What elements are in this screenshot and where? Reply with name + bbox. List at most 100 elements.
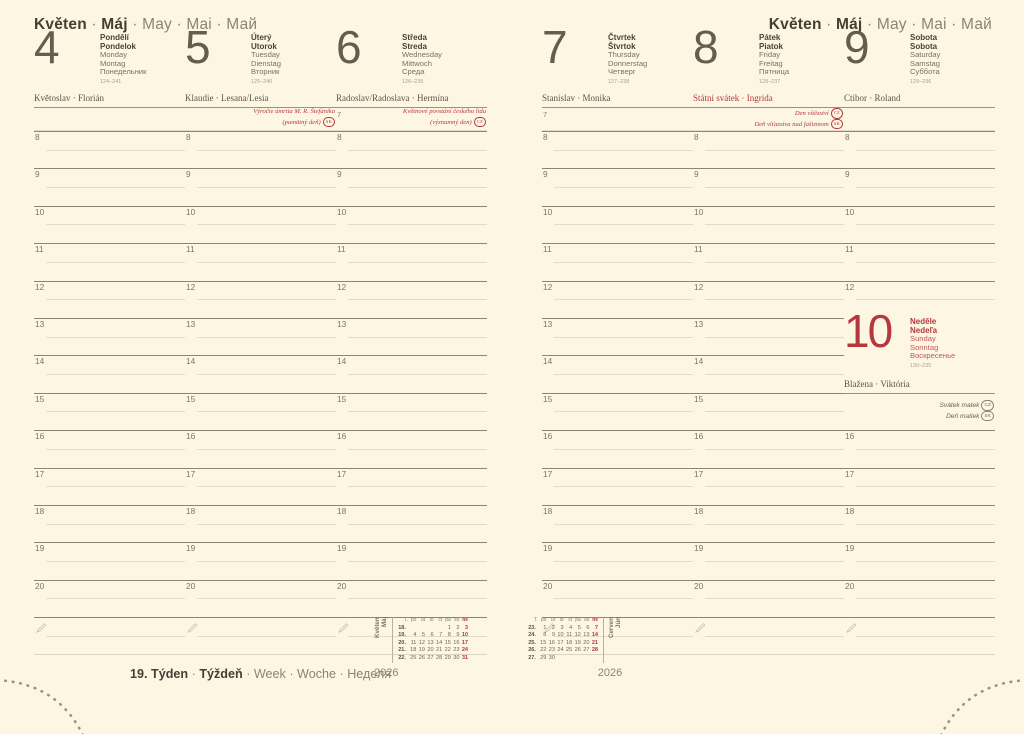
hour-slot-16[interactable]: 16 [34,430,185,467]
hour-slot-9[interactable]: 9 [844,168,995,205]
hour-slot-18[interactable]: 18 [542,504,693,542]
hour-slot-8[interactable]: 8 [185,131,336,168]
hour-slot-17[interactable]: 17 [185,467,336,505]
hour-slot-11[interactable]: 11 [336,243,487,280]
hour-slot-15[interactable]: 15 [336,392,487,430]
hour-slot-9[interactable]: 9 [336,168,487,205]
hour-grid[interactable]: 8 9 10 11 12 13 14 15 16 17 18 19 20 [34,131,185,692]
hour-slot-20[interactable]: 20 [693,579,844,617]
hour-slot-10[interactable]: 10 [185,205,336,243]
hour-slot-17[interactable]: 17 [336,467,487,505]
hour-grid[interactable]: 8 9 10 11 12 13 14 15 16 17 18 19 20 [185,131,336,692]
mini-calendar-week-row[interactable]: 26. 22 23 24 25 26 27 28 [527,647,599,655]
mini-calendar-day[interactable]: 24 [461,647,469,654]
hour-slot-16[interactable]: 16 [844,430,995,467]
hour-slot-11[interactable]: 11 [185,243,336,280]
mini-calendar-day[interactable]: 12 [418,639,425,646]
mini-calendar-day[interactable]: 7 [439,632,443,639]
mini-calendar-day[interactable]: 2 [551,624,555,631]
mini-calendar-table[interactable]: T. po út st čt pá so ne 23. 1 2 3 4 5 6 7 24. 8 9 10 11 12 13 1… [527,617,599,663]
mini-calendar-week-row[interactable]: 27. 29 30 [527,655,599,663]
mini-calendar-day[interactable]: 8 [447,632,451,639]
hour-slot-17[interactable]: 17 [844,467,995,505]
hour-slot-15[interactable]: 15 [34,392,185,430]
mini-calendar-day[interactable]: 1 [543,624,547,631]
mini-calendar-week-row[interactable]: 18. 1 2 3 [397,625,469,633]
mini-calendar-week-row[interactable]: 23. 1 2 3 4 5 6 7 [527,625,599,633]
mini-calendar-day[interactable]: 22 [540,647,547,654]
hour-slot-18[interactable]: 18 [844,504,995,542]
free-note-slot-2[interactable] [34,654,185,691]
mini-calendar-day[interactable]: 13 [583,632,590,639]
mini-calendar-day[interactable] [582,655,591,663]
hour-slot-10[interactable]: 10 [542,205,693,243]
hour-slot-13[interactable]: 13 [185,317,336,355]
mini-calendar-day[interactable] [556,655,565,663]
mini-calendar-day[interactable]: 2 [456,624,460,631]
mini-calendar-day[interactable]: 21 [435,647,443,654]
mini-calendar-day[interactable]: 10 [461,632,469,639]
free-note-slot-2[interactable] [844,654,995,691]
free-note-slot-2[interactable] [542,654,693,691]
hour-slot-8[interactable]: 8 [844,131,995,168]
day-note-area[interactable]: Den vítězství CZ Deň víťazstva nad fašizmo… [693,108,844,130]
hour-slot-17[interactable]: 17 [34,467,185,505]
free-note-slot[interactable] [336,617,487,654]
mini-calendar-day[interactable]: 13 [427,639,434,646]
hour-slot-14[interactable]: 14 [185,355,336,392]
mini-calendar-day[interactable]: 18 [410,647,417,654]
mini-calendar-day[interactable] [418,625,427,633]
hour-slot-14[interactable]: 14 [336,355,487,392]
mini-calendar-day[interactable]: 4 [413,632,417,639]
mini-calendar-day[interactable]: 19 [418,647,425,654]
hour-slot-18[interactable]: 18 [693,504,844,542]
mini-calendar-day[interactable] [565,655,574,663]
hour-grid[interactable]: 8 9 10 11 12 13 14 15 16 17 18 19 20 [336,131,487,692]
mini-calendar-day[interactable] [426,625,435,633]
hour-slot-14[interactable]: 14 [693,355,844,392]
mini-calendar-day[interactable]: 7 [594,624,599,631]
mini-calendar-day[interactable] [573,655,582,663]
hour-slot-19[interactable]: 19 [693,542,844,579]
hour-slot-11[interactable]: 11 [34,243,185,280]
mini-calendar-may[interactable]: Květen Máj T. po út st čt pá so ne 18. 1 2 3 19. 4 5 6 7 8… [374,617,469,679]
mini-calendar-day[interactable]: 21 [591,639,599,646]
mini-calendar-day[interactable]: 23 [453,647,460,654]
hour-slot-13[interactable]: 13 [336,317,487,355]
hour-slot-11[interactable]: 11 [844,243,995,280]
hour-slot-12[interactable]: 12 [185,280,336,318]
hour-slot-8[interactable]: 8 [693,131,844,168]
mini-calendar-week-row[interactable]: 21. 18 19 20 21 22 23 24 [397,647,469,655]
mini-calendar-day[interactable]: 26 [418,654,425,661]
hour-slot-18[interactable]: 18 [34,504,185,542]
hour-slot-15[interactable]: 15 [185,392,336,430]
hour-slot-19[interactable]: 19 [844,542,995,579]
hour-slot-16[interactable]: 16 [336,430,487,467]
hour-slot-19[interactable]: 19 [34,542,185,579]
mini-calendar-day[interactable]: 30 [548,654,555,661]
hour-slot-11[interactable]: 11 [542,243,693,280]
hour-slot-12[interactable]: 12 [34,280,185,318]
mini-calendar-day[interactable]: 29 [444,654,451,661]
hour-slot-10[interactable]: 10 [693,205,844,243]
free-note-slot[interactable] [693,617,844,654]
day-note-area[interactable]: Výročie úmrtia M. R. Štefánika (pamätný d… [185,108,336,130]
mini-calendar-day[interactable]: 31 [461,654,469,661]
mini-calendar-day[interactable]: 16 [453,639,460,646]
mini-calendar-table[interactable]: T. po út st čt pá so ne 18. 1 2 3 19. 4 5 6 7 8 9 10 20. 11 12… [397,617,469,663]
mini-calendar-day[interactable]: 17 [461,639,469,646]
free-note-slot-2[interactable] [185,654,336,691]
mini-calendar-day[interactable]: 14 [435,639,443,646]
hour-slot-20[interactable]: 20 [542,579,693,617]
free-note-slot-2[interactable] [693,654,844,691]
hour-slot-16[interactable]: 16 [693,430,844,467]
hour-slot-19[interactable]: 19 [185,542,336,579]
mini-calendar-day[interactable]: 28 [591,647,599,654]
mini-calendar-day[interactable]: 16 [548,639,555,646]
mini-calendar-week-row[interactable]: 25. 15 16 17 18 19 20 21 [527,640,599,648]
mini-calendar-day[interactable]: 15 [540,639,547,646]
hour-slot-9[interactable]: 9 [185,168,336,205]
free-note-slot[interactable] [34,617,185,654]
mini-calendar-day[interactable]: 24 [557,647,564,654]
hour-slot-17[interactable]: 17 [693,467,844,505]
